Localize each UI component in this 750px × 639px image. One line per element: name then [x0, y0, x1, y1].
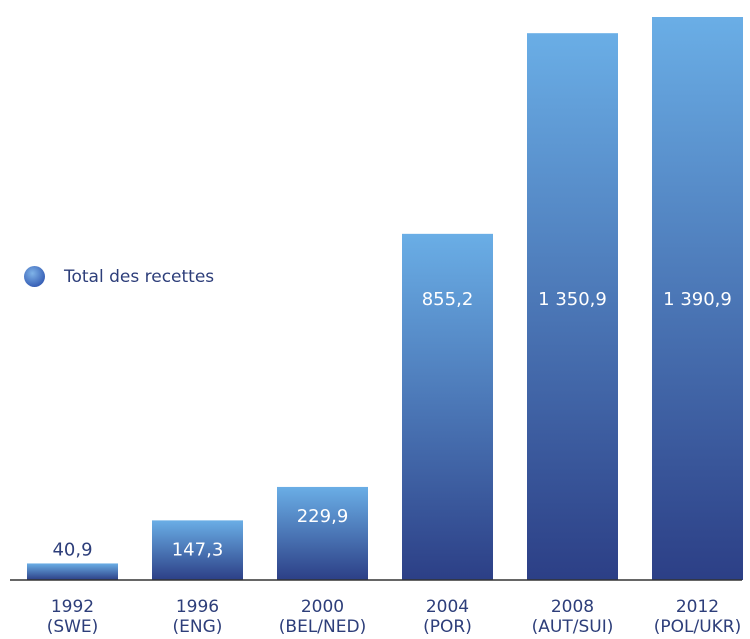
bar-2004 [402, 233, 493, 580]
bar-1992 [27, 563, 118, 580]
x-tick-label: 2012 (POL/UKR) [654, 597, 742, 637]
x-tick-label: 2004 (POR) [423, 597, 472, 637]
x-tick-label: 2008 (AUT/SUI) [532, 597, 614, 637]
x-tick-label: 1992 (SWE) [47, 597, 99, 637]
bar-value-label: 229,9 [297, 506, 349, 527]
x-tick-label: 2000 (BEL/NED) [279, 597, 366, 637]
bar-2000 [277, 486, 368, 580]
bar-2008 [527, 33, 618, 580]
bar-value-label: 1 390,9 [663, 289, 732, 310]
bar-value-label: 855,2 [422, 289, 474, 310]
legend: Total des recettes [24, 266, 214, 287]
x-tick-label: 1996 (ENG) [173, 597, 223, 637]
legend-label: Total des recettes [64, 266, 215, 287]
legend-marker [24, 266, 45, 287]
bar-value-label: 40,9 [52, 539, 92, 560]
bar-value-label: 147,3 [172, 539, 224, 560]
bar-1996 [152, 520, 243, 580]
bar-value-label: 1 350,9 [538, 289, 607, 310]
bar-2012 [652, 17, 743, 580]
